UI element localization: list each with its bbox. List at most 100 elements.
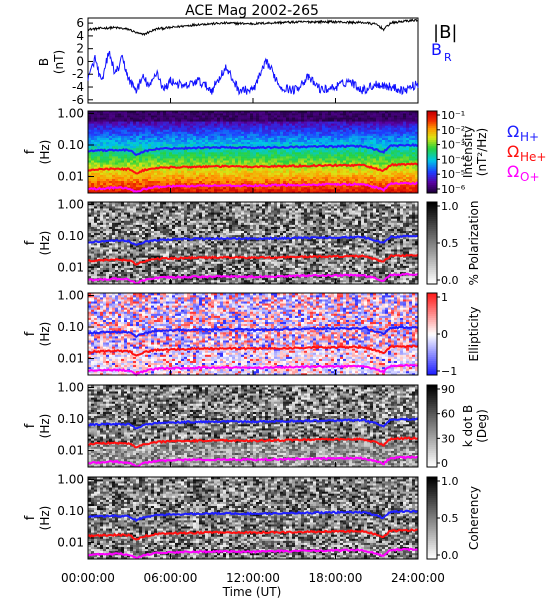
intensity-cell	[247, 111, 251, 114]
intensity-cell	[313, 149, 317, 153]
intensity-cell	[148, 145, 152, 149]
intensity-cell	[349, 113, 353, 116]
polarization-cell	[409, 279, 413, 283]
intensity-cell	[145, 119, 149, 122]
intensity-cell	[256, 164, 260, 167]
intensity-cell	[157, 133, 161, 136]
intensity-cell	[274, 152, 278, 155]
intensity-cell	[127, 127, 131, 130]
intensity-cell	[145, 145, 149, 149]
intensity-cell	[232, 129, 236, 132]
intensity-cell	[127, 113, 131, 116]
intensity-cell	[286, 188, 290, 192]
intensity-cell	[205, 186, 209, 190]
intensity-cell	[262, 190, 266, 194]
intensity-cell	[130, 111, 134, 114]
intensity-cell	[376, 176, 380, 179]
intensity-cell	[232, 127, 236, 130]
intensity-cell	[211, 168, 215, 171]
intensity-cell	[154, 121, 158, 124]
intensity-cell	[139, 135, 143, 138]
intensity-cell	[301, 160, 305, 163]
intensity-cell	[409, 121, 413, 124]
intensity-cell	[175, 111, 179, 114]
intensity-cell	[406, 166, 410, 169]
intensity-cell	[394, 117, 398, 120]
intensity-cell	[247, 135, 251, 138]
intensity-cell	[391, 147, 395, 151]
intensity-cell	[289, 143, 293, 147]
polarization-cell	[328, 281, 332, 285]
polarization-cell	[214, 277, 218, 281]
polarization-cell	[241, 277, 245, 281]
intensity-cell	[226, 127, 230, 130]
intensity-cell	[235, 166, 239, 169]
intensity-cell	[154, 172, 158, 175]
intensity-cell	[187, 137, 191, 140]
intensity-cell	[376, 172, 380, 175]
intensity-cell	[286, 141, 290, 145]
intensity-cell	[298, 186, 302, 190]
intensity-cell	[355, 156, 359, 159]
intensity-cell	[121, 174, 125, 177]
intensity-cell	[271, 186, 275, 190]
intensity-cell	[313, 115, 317, 118]
intensity-cell	[385, 133, 389, 136]
intensity-cell	[178, 180, 182, 184]
intensity-cell	[259, 176, 263, 179]
intensity-cell	[121, 164, 125, 167]
intensity-gyro-o-plus-line	[87, 181, 419, 194]
intensity-cell	[262, 117, 266, 120]
intensity-cell	[316, 188, 320, 192]
intensity-cell	[295, 176, 299, 179]
intensity-cell	[268, 174, 272, 177]
intensity-cell	[166, 180, 170, 184]
intensity-cell	[376, 137, 380, 140]
intensity-cell	[220, 141, 224, 145]
intensity-cell	[265, 152, 269, 155]
intensity-cell	[130, 166, 134, 169]
intensity-cell	[340, 188, 344, 192]
intensity-cell	[289, 168, 293, 171]
intensity-cell	[397, 180, 401, 184]
intensity-cell	[307, 188, 311, 192]
intensity-cell	[403, 137, 407, 140]
intensity-cell	[133, 176, 137, 179]
intensity-cell	[88, 129, 92, 132]
intensity-cell	[190, 117, 194, 120]
intensity-cell	[220, 158, 224, 161]
intensity-cell	[304, 170, 308, 173]
intensity-cell	[151, 119, 155, 122]
intensity-cell	[175, 139, 179, 143]
intensity-cell	[184, 137, 188, 140]
intensity-cell	[118, 137, 122, 140]
intensity-cell	[295, 135, 299, 138]
intensity-cell	[160, 152, 164, 155]
intensity-cell	[274, 176, 278, 179]
intensity-cell	[280, 180, 284, 184]
intensity-cell	[295, 188, 299, 192]
intensity-cell	[364, 113, 368, 116]
intensity-cell	[160, 184, 164, 188]
intensity-colorbar-cell	[427, 121, 437, 124]
intensity-cell	[130, 160, 134, 163]
intensity-cell	[316, 182, 320, 186]
intensity-cell	[385, 115, 389, 118]
polarization-cell	[280, 277, 284, 281]
intensity-cell	[301, 178, 305, 181]
intensity-cell	[130, 145, 134, 149]
polarization-cell	[262, 279, 266, 283]
intensity-cell	[361, 137, 365, 140]
intensity-cell	[175, 143, 179, 147]
intensity-cell	[274, 180, 278, 184]
polarization-cell	[199, 277, 203, 281]
intensity-cell	[199, 129, 203, 132]
intensity-cell	[130, 158, 134, 161]
intensity-cell	[298, 137, 302, 140]
intensity-cell	[319, 139, 323, 143]
intensity-cell	[178, 111, 182, 114]
intensity-cell	[94, 141, 98, 145]
intensity-cell	[136, 174, 140, 177]
intensity-cell	[181, 170, 185, 173]
polarization-cell	[175, 281, 179, 285]
